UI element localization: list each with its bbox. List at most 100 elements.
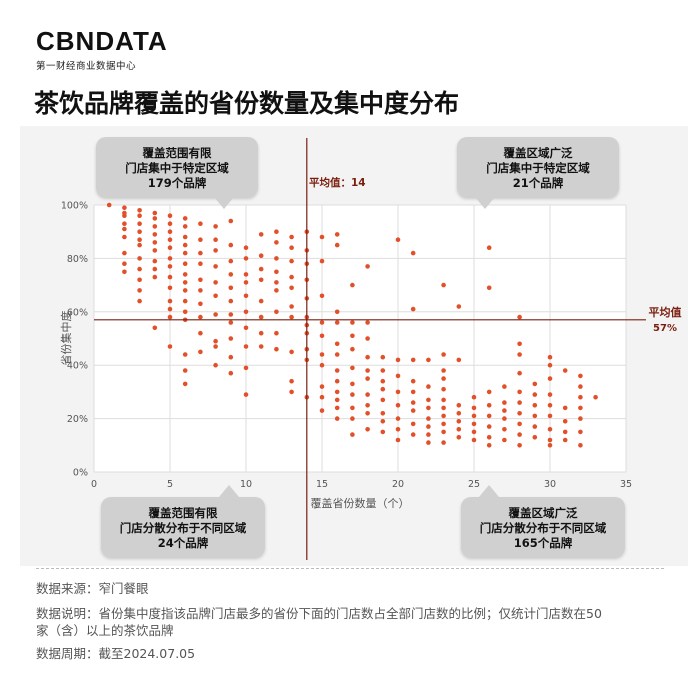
scatter-point xyxy=(182,352,188,357)
scatter-point xyxy=(441,376,446,381)
scatter-point xyxy=(182,288,188,293)
scatter-point xyxy=(228,298,234,304)
callout-line: 179个品牌 xyxy=(147,176,207,190)
scatter-point xyxy=(517,370,522,376)
scatter-point xyxy=(486,424,492,429)
y-tick-label: 0% xyxy=(73,468,88,479)
scatter-point xyxy=(213,293,218,299)
scatter-point xyxy=(182,261,188,267)
logo-subtitle: 第一财经商业数据中心 xyxy=(36,61,137,72)
scatter-point xyxy=(426,357,431,363)
scatter-point xyxy=(426,440,431,445)
scatter-point xyxy=(243,325,249,331)
scatter-point xyxy=(243,344,249,349)
scatter-point xyxy=(167,285,173,291)
scatter-point xyxy=(441,368,446,373)
scatter-point xyxy=(319,333,325,339)
scatter-point xyxy=(137,221,142,226)
scatter-point xyxy=(441,440,446,445)
scatter-point xyxy=(547,443,553,448)
footer-divider xyxy=(36,568,664,569)
scatter-point xyxy=(122,261,127,267)
scatter-point xyxy=(502,400,507,405)
scatter-point xyxy=(106,202,112,208)
scatter-point xyxy=(502,427,507,432)
scatter-point xyxy=(289,258,294,264)
scatter-point xyxy=(274,280,279,285)
scatter-point xyxy=(243,392,249,397)
y-tick-label: 60% xyxy=(67,307,88,318)
scatter-point xyxy=(274,346,279,352)
scatter-point xyxy=(167,256,173,261)
callout-bottom-right: 覆盖区域广泛 门店分散分布于不同区域 165个品牌 xyxy=(461,485,625,557)
x-tick-label: 35 xyxy=(620,479,632,490)
scatter-point xyxy=(137,277,142,283)
scatter-point xyxy=(243,293,249,299)
scatter-point xyxy=(258,253,264,258)
scatter-point xyxy=(198,349,203,355)
scatter-point xyxy=(289,274,294,280)
scatter-point xyxy=(152,216,158,221)
scatter-point xyxy=(532,403,538,408)
scatter-point xyxy=(213,248,218,253)
scatter-point xyxy=(122,269,127,275)
scatter-point xyxy=(334,378,340,384)
scatter-point xyxy=(578,373,583,379)
scatter-point xyxy=(578,394,583,400)
scatter-point xyxy=(228,242,234,248)
scatter-point xyxy=(243,245,249,250)
scatter-point xyxy=(152,325,158,331)
page-title: 茶饮品牌覆盖的省份数量及集中度分布 xyxy=(34,89,460,118)
scatter-point xyxy=(380,397,386,403)
scatter-point xyxy=(213,362,218,368)
scatter-point xyxy=(410,378,416,384)
y-tick-label: 100% xyxy=(61,201,88,212)
scatter-point xyxy=(137,288,142,293)
scatter-point xyxy=(274,330,279,336)
scatter-point xyxy=(532,413,538,419)
scatter-point xyxy=(547,427,553,432)
x-tick-label: 5 xyxy=(167,479,173,490)
callout-line: 覆盖范围有限 xyxy=(148,506,218,520)
scatter-point xyxy=(274,288,279,293)
scatter-point xyxy=(198,237,203,242)
scatter-point xyxy=(426,424,431,429)
scatter-point xyxy=(334,389,340,395)
scatter-point xyxy=(182,242,188,248)
scatter-point xyxy=(426,432,431,437)
scatter-point xyxy=(274,256,279,261)
scatter-point xyxy=(350,432,355,437)
scatter-point xyxy=(137,208,142,213)
scatter-point xyxy=(319,408,325,413)
scatter-point xyxy=(122,221,127,226)
scatter-point xyxy=(213,280,218,285)
scatter-point xyxy=(137,298,142,304)
x-tick-label: 30 xyxy=(544,479,556,490)
scatter-point xyxy=(593,394,598,400)
scatter-point xyxy=(350,405,355,411)
scatter-point xyxy=(456,419,462,424)
scatter-point xyxy=(365,354,370,360)
scatter-point xyxy=(152,232,158,237)
scatter-point xyxy=(182,250,188,256)
scatter-point xyxy=(228,370,234,376)
scatter-point xyxy=(547,354,553,360)
scatter-point xyxy=(228,285,234,291)
y-tick-label: 40% xyxy=(67,361,88,372)
y-tick-labels: 0% 20% 40% 60% 80% 100% xyxy=(61,201,88,479)
scatter-point xyxy=(182,381,188,387)
scatter-point xyxy=(562,405,568,411)
mean-lines xyxy=(94,138,646,560)
y-axis-label: 省份集中度 xyxy=(59,311,73,366)
scatter-point xyxy=(350,282,355,288)
scatter-point xyxy=(471,394,477,400)
scatter-point xyxy=(228,354,234,360)
scatter-point xyxy=(365,403,370,408)
callout-line: 21个品牌 xyxy=(512,176,564,190)
scatter-point xyxy=(289,389,294,395)
scatter-point xyxy=(198,314,203,320)
scatter-point xyxy=(350,392,355,397)
scatter-point xyxy=(441,352,446,357)
scatter-point xyxy=(319,352,325,357)
callout-line: 门店分散分布于不同区域 xyxy=(119,521,247,535)
